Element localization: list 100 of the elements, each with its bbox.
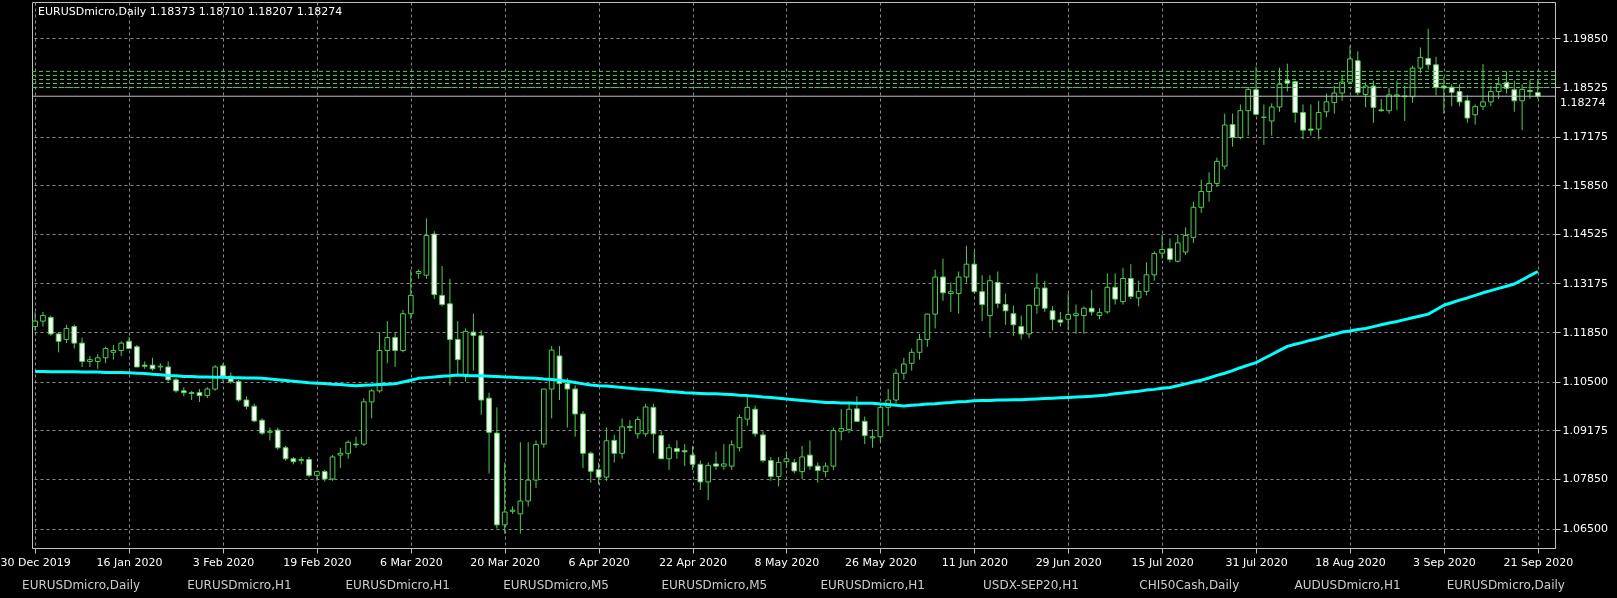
candlestick xyxy=(721,443,727,471)
candlestick xyxy=(87,355,93,368)
candlestick xyxy=(79,337,85,368)
candlestick xyxy=(47,315,54,337)
x-tick-label: 6 Apr 2020 xyxy=(568,555,630,569)
candlestick xyxy=(1167,237,1173,263)
y-tick-label: 1.07850 xyxy=(1562,472,1608,486)
candlestick xyxy=(799,445,805,480)
candlestick xyxy=(1002,293,1009,326)
candlestick xyxy=(1065,293,1072,331)
candlestick xyxy=(713,450,719,471)
text: USDX-SEP20,H1 xyxy=(983,578,1079,592)
candlestick xyxy=(329,454,336,482)
y-tick-label: 1.14525 xyxy=(1562,227,1608,241)
candlestick xyxy=(658,430,665,460)
candlestick xyxy=(674,439,680,460)
candlestick xyxy=(1268,102,1275,137)
candlestick xyxy=(611,434,618,463)
text: EURUSDmicro,H1 xyxy=(820,578,925,592)
x-tick-label: 20 Mar 2020 xyxy=(470,555,541,569)
candlestick xyxy=(767,456,774,482)
text: EURUSDmicro,H1 xyxy=(187,578,292,592)
candlestick xyxy=(775,456,782,487)
candlestick xyxy=(979,274,985,322)
y-tick-label: 1.06500 xyxy=(1562,522,1608,536)
candlestick xyxy=(525,441,532,508)
x-tick-label: 11 Jun 2020 xyxy=(941,555,1008,569)
candlestick xyxy=(705,461,712,501)
candlestick xyxy=(744,394,751,427)
y-tick-label: 1.18525 xyxy=(1562,80,1608,94)
candlestick xyxy=(947,282,954,313)
candlestick xyxy=(728,439,735,471)
candlestick xyxy=(1010,305,1017,337)
candlestick xyxy=(345,439,352,460)
x-tick-label: 3 Feb 2020 xyxy=(192,555,255,569)
candlestick xyxy=(634,416,641,440)
candlestick xyxy=(564,377,571,429)
candlestick xyxy=(666,443,672,471)
x-tick-label: 16 Jan 2020 xyxy=(96,555,163,569)
candlestick xyxy=(274,427,281,451)
candlestick xyxy=(1112,272,1119,306)
text: EURUSDmicro,M5 xyxy=(503,578,609,592)
y-tick-label: 1.17175 xyxy=(1562,130,1608,144)
text: CHI50Cash,Daily xyxy=(1139,578,1240,592)
x-tick-label: 3 Sep 2020 xyxy=(1413,555,1476,569)
candlestick xyxy=(940,258,946,302)
x-tick-label: 21 Sep 2020 xyxy=(1503,555,1574,569)
candlestick xyxy=(267,427,273,441)
candlestick xyxy=(1174,234,1181,263)
candlestick xyxy=(1041,280,1048,313)
candlestick xyxy=(807,439,813,471)
text: EURUSDmicro,Daily xyxy=(1446,578,1565,592)
candlestick xyxy=(1073,304,1079,335)
candlestick xyxy=(1018,315,1025,340)
y-tick-label: 1.13175 xyxy=(1562,276,1608,290)
y-tick-label: 1.19850 xyxy=(1562,31,1608,45)
x-tick-label: 29 Jun 2020 xyxy=(1035,555,1102,569)
text: EURUSDmicro,M5 xyxy=(661,578,768,592)
x-tick-label: 19 Feb 2020 xyxy=(283,555,352,569)
candlestick xyxy=(1206,171,1212,203)
candlestick xyxy=(1315,100,1322,140)
x-tick-label: 26 May 2020 xyxy=(845,555,917,569)
candlestick xyxy=(1034,272,1040,315)
candlestick xyxy=(901,357,907,381)
y-tick-label: 1.09175 xyxy=(1562,423,1608,437)
y-tick-label: 1.11850 xyxy=(1562,325,1608,339)
x-tick-label: 6 Mar 2020 xyxy=(379,555,443,569)
chart-title: EURUSDmicro,Daily 1.18373 1.18710 1.18207 1.18274 xyxy=(38,5,343,18)
candlestick xyxy=(1198,179,1205,214)
candlestick xyxy=(627,419,633,432)
candlestick xyxy=(40,311,46,328)
candlestick xyxy=(1127,263,1134,300)
candlestick xyxy=(1214,157,1220,188)
candlestick xyxy=(1307,103,1314,137)
candlestick xyxy=(908,348,915,372)
x-tick-label: 22 Apr 2020 xyxy=(659,555,728,569)
candlestick xyxy=(71,324,78,350)
candlestick xyxy=(337,447,344,469)
candlestick xyxy=(454,320,461,375)
candlestick xyxy=(501,461,508,535)
text: EURUSDmicro,Daily xyxy=(22,578,141,592)
candlestick xyxy=(384,320,391,364)
candlestick xyxy=(846,401,852,434)
y-tick-label: 1.10500 xyxy=(1562,375,1608,389)
candlestick xyxy=(134,344,140,368)
x-tick-label: 30 Dec 2019 xyxy=(0,555,71,569)
candlestick xyxy=(1088,289,1095,317)
candlestick xyxy=(1081,305,1087,335)
text: AUDUSDmicro,H1 xyxy=(1294,578,1401,592)
candlestick xyxy=(407,269,414,320)
candlestick xyxy=(587,450,594,484)
candlestick xyxy=(439,265,445,307)
y-tick-label: 1.15850 xyxy=(1562,178,1608,192)
candlestick xyxy=(1120,267,1126,306)
ref-line-label: 1.18274 xyxy=(1560,96,1606,110)
candlestick xyxy=(1159,234,1165,260)
candlestick xyxy=(1300,103,1306,140)
candlestick xyxy=(814,461,821,484)
text: EURUSDmicro,H1 xyxy=(345,578,450,592)
candlestick xyxy=(861,416,868,445)
